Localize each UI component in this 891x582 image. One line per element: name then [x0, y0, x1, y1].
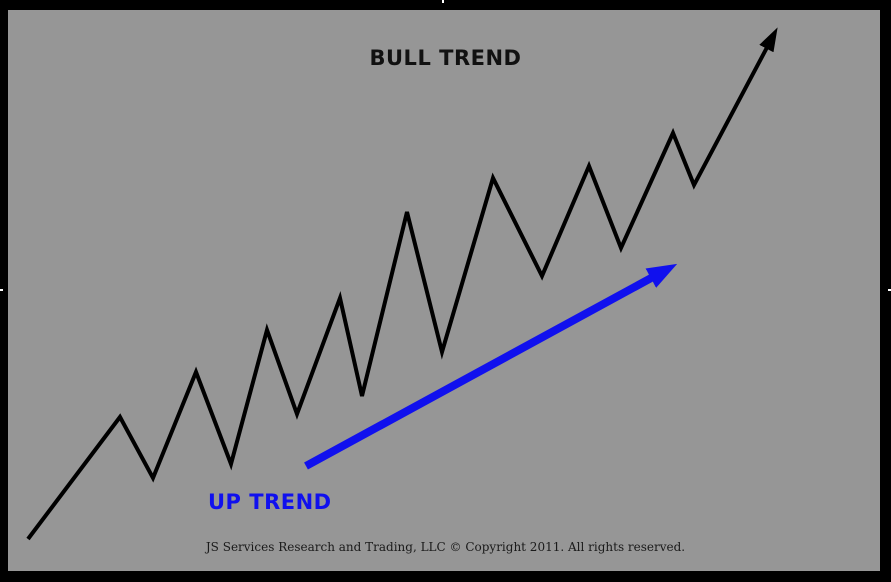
- edge-tick-right: [888, 289, 891, 291]
- copyright-notice: JS Services Research and Trading, LLC © …: [205, 540, 686, 554]
- price-zigzag-line: [26, 27, 778, 541]
- up-trend-label: UP TREND: [208, 490, 332, 514]
- edge-tick-top: [442, 0, 444, 3]
- diagram-title: BULL TREND: [369, 46, 522, 70]
- edge-tick-left: [0, 289, 3, 291]
- up-trend-arrow: [304, 263, 678, 470]
